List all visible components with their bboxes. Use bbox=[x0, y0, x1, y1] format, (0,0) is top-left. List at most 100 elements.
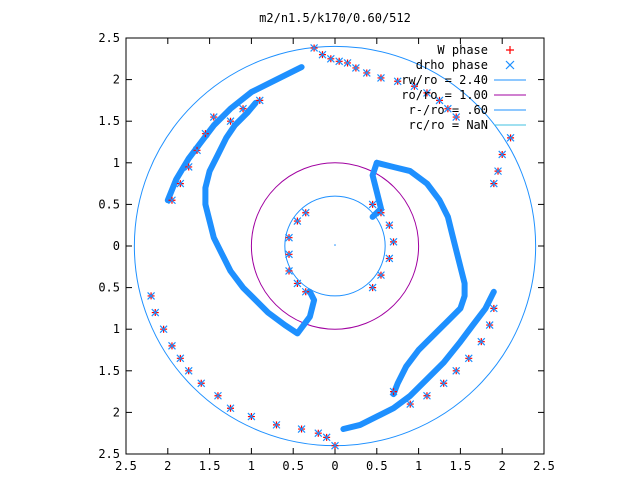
drho-phase-point bbox=[385, 221, 394, 230]
drho-phase-point bbox=[377, 74, 385, 82]
circle-0.6 bbox=[284, 195, 386, 297]
drho-phase-point bbox=[423, 88, 431, 97]
drho-phase-point bbox=[326, 54, 335, 63]
drho-phase-point bbox=[485, 321, 494, 329]
y-tick-label: 2 bbox=[113, 73, 120, 87]
drho-phase-point bbox=[255, 96, 264, 105]
x-tick-label: 2 bbox=[164, 459, 171, 473]
drho-phase-point bbox=[285, 267, 293, 275]
drho-phase-point bbox=[377, 271, 385, 280]
drho-phase-point bbox=[293, 217, 302, 225]
dense-curves bbox=[164, 64, 497, 432]
circle-1 bbox=[250, 162, 420, 330]
drho-phase-point bbox=[168, 196, 176, 205]
drho-phase-point bbox=[176, 354, 185, 363]
axis-ticks: 2.5 2 1.5 1 0.5 0 0.5 1 1.5 2 2.52.521.510.500.511… bbox=[98, 31, 555, 473]
drho-phase-point bbox=[151, 308, 160, 317]
drho-phase-point bbox=[368, 283, 377, 292]
drho-phase-point bbox=[452, 113, 461, 121]
drho-phase-point bbox=[343, 59, 352, 67]
drho-phase-point bbox=[159, 325, 168, 334]
drho-phase-point bbox=[443, 104, 452, 113]
drho-phase-point bbox=[452, 366, 461, 375]
drho-phase-point bbox=[301, 208, 310, 217]
dense-curve-4 bbox=[369, 159, 384, 220]
dense-curve-1 bbox=[373, 159, 468, 398]
drho-phase-point bbox=[368, 200, 377, 209]
drho-phase-point bbox=[439, 379, 448, 388]
drho-phase-point bbox=[314, 429, 323, 438]
chart-title: m2/n1.5/k170/0.60/512 bbox=[259, 11, 411, 25]
drho-phase-point bbox=[331, 441, 339, 450]
drho-phase-point bbox=[168, 341, 176, 350]
x-tick-label: 2.5 bbox=[533, 459, 555, 473]
y-tick-label: 2.5 bbox=[98, 31, 120, 45]
drho-phase-point bbox=[285, 250, 293, 259]
x-tick-label: 0.5 bbox=[282, 459, 304, 473]
y-tick-label: 2.5 bbox=[98, 447, 120, 461]
legend-symbol-plus bbox=[506, 46, 514, 54]
drho-phase-point bbox=[389, 387, 398, 396]
drho-phase-point bbox=[406, 400, 415, 409]
drho-phase-point bbox=[377, 208, 385, 217]
x-tick-label: 1.5 bbox=[450, 459, 472, 473]
drho-phase-point bbox=[297, 425, 306, 433]
x-tick-label: 1.5 bbox=[199, 459, 221, 473]
dense-curve-2 bbox=[340, 288, 497, 432]
drho-phase-point bbox=[239, 104, 247, 113]
drho-phase-point bbox=[209, 113, 218, 121]
legend-label: r-/ro = .60 bbox=[409, 103, 488, 117]
y-tick-label: 1 bbox=[113, 156, 120, 170]
legend-label: W phase bbox=[437, 43, 488, 57]
drho-phase-point bbox=[506, 133, 515, 142]
origin-dot bbox=[334, 244, 336, 246]
drho-phase-point bbox=[464, 354, 473, 363]
drho-phase-point bbox=[393, 77, 402, 86]
y-tick-label: 1 bbox=[113, 322, 120, 336]
drho-phase-point bbox=[301, 287, 310, 296]
drho-phase-point bbox=[197, 379, 206, 388]
dense-curve-3 bbox=[164, 64, 305, 204]
drho-phase-point bbox=[477, 337, 486, 346]
drho-phase-point bbox=[272, 420, 281, 429]
legend-label: drho phase bbox=[416, 58, 488, 72]
drho-phase-point bbox=[335, 57, 344, 66]
drho-phase-point bbox=[489, 304, 498, 313]
x-tick-label: 1 bbox=[248, 459, 255, 473]
y-tick-label: 2 bbox=[113, 405, 120, 419]
y-tick-label: 1.5 bbox=[98, 114, 120, 128]
y-tick-label: 0.5 bbox=[98, 197, 120, 211]
drho-phase-point bbox=[176, 179, 185, 188]
drho-phase-point bbox=[226, 404, 235, 413]
drho-phase-point bbox=[147, 291, 156, 300]
drho-phase-point bbox=[362, 69, 371, 77]
x-tick-label: 1 bbox=[415, 459, 422, 473]
drho-phase-point bbox=[410, 82, 419, 91]
drho-phase-point bbox=[247, 412, 256, 421]
drho-phase-point bbox=[389, 237, 398, 246]
drho-phase-point bbox=[184, 366, 193, 375]
x-tick-label: 2 bbox=[499, 459, 506, 473]
drho-phase-point bbox=[310, 44, 319, 52]
drho-phase-point bbox=[318, 50, 327, 59]
drho-phase-point bbox=[201, 129, 210, 138]
legend-label: rw/ro = 2.40 bbox=[401, 73, 488, 87]
y-tick-label: 0 bbox=[113, 239, 120, 253]
drho-phase-point bbox=[385, 254, 394, 263]
drho-phase-point bbox=[435, 96, 444, 105]
drho-phase-point bbox=[226, 117, 235, 126]
legend-label: ro/ro = 1.00 bbox=[401, 88, 488, 102]
drho-phase-point bbox=[322, 433, 331, 442]
y-tick-label: 0.5 bbox=[98, 281, 120, 295]
drho-phase-point bbox=[184, 163, 193, 171]
drho-phase-point bbox=[489, 179, 498, 188]
legend-label: rc/ro = NaN bbox=[409, 118, 488, 132]
x-tick-label: 0 bbox=[331, 459, 338, 473]
drho-phase-point bbox=[285, 233, 293, 242]
drho-phase-point bbox=[214, 391, 222, 400]
drho-phase-point bbox=[494, 167, 502, 176]
y-tick-label: 1.5 bbox=[98, 364, 120, 378]
legend-symbol-cross bbox=[505, 60, 515, 70]
drho-phase-point bbox=[293, 279, 302, 288]
